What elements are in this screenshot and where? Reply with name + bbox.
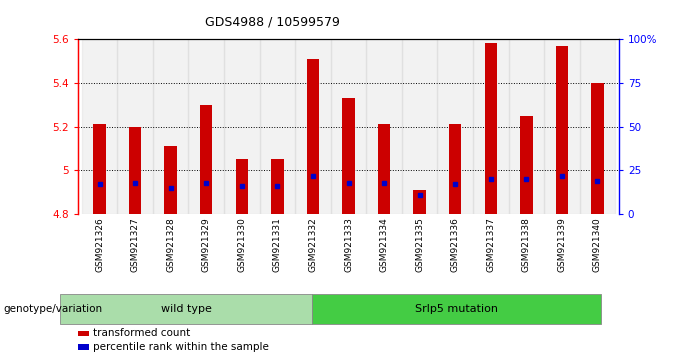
Bar <box>413 190 426 214</box>
Text: Srlp5 mutation: Srlp5 mutation <box>415 304 498 314</box>
Text: GDS4988 / 10599579: GDS4988 / 10599579 <box>205 16 339 29</box>
Bar <box>260 39 295 214</box>
Bar <box>330 39 367 214</box>
Bar <box>165 146 177 214</box>
Bar <box>129 126 141 214</box>
Bar <box>473 39 509 214</box>
Bar <box>556 46 568 214</box>
Bar <box>367 39 402 214</box>
Bar <box>153 39 188 214</box>
Bar <box>402 39 437 214</box>
Bar <box>82 39 118 214</box>
Bar <box>509 39 544 214</box>
Bar <box>235 159 248 214</box>
Bar <box>118 39 153 214</box>
Bar <box>520 116 532 214</box>
Bar <box>591 83 604 214</box>
Text: wild type: wild type <box>161 304 211 314</box>
Bar <box>307 59 319 214</box>
Bar <box>271 159 284 214</box>
Bar <box>200 105 212 214</box>
Bar <box>342 98 355 214</box>
Bar <box>188 39 224 214</box>
Bar <box>544 39 579 214</box>
Text: percentile rank within the sample: percentile rank within the sample <box>93 342 269 352</box>
Bar <box>579 39 615 214</box>
Bar <box>449 124 462 214</box>
Bar <box>485 43 497 214</box>
Bar <box>437 39 473 214</box>
Text: transformed count: transformed count <box>93 329 190 338</box>
Bar <box>93 124 106 214</box>
Bar <box>224 39 260 214</box>
Bar <box>295 39 330 214</box>
Text: genotype/variation: genotype/variation <box>3 304 103 314</box>
Bar <box>378 124 390 214</box>
